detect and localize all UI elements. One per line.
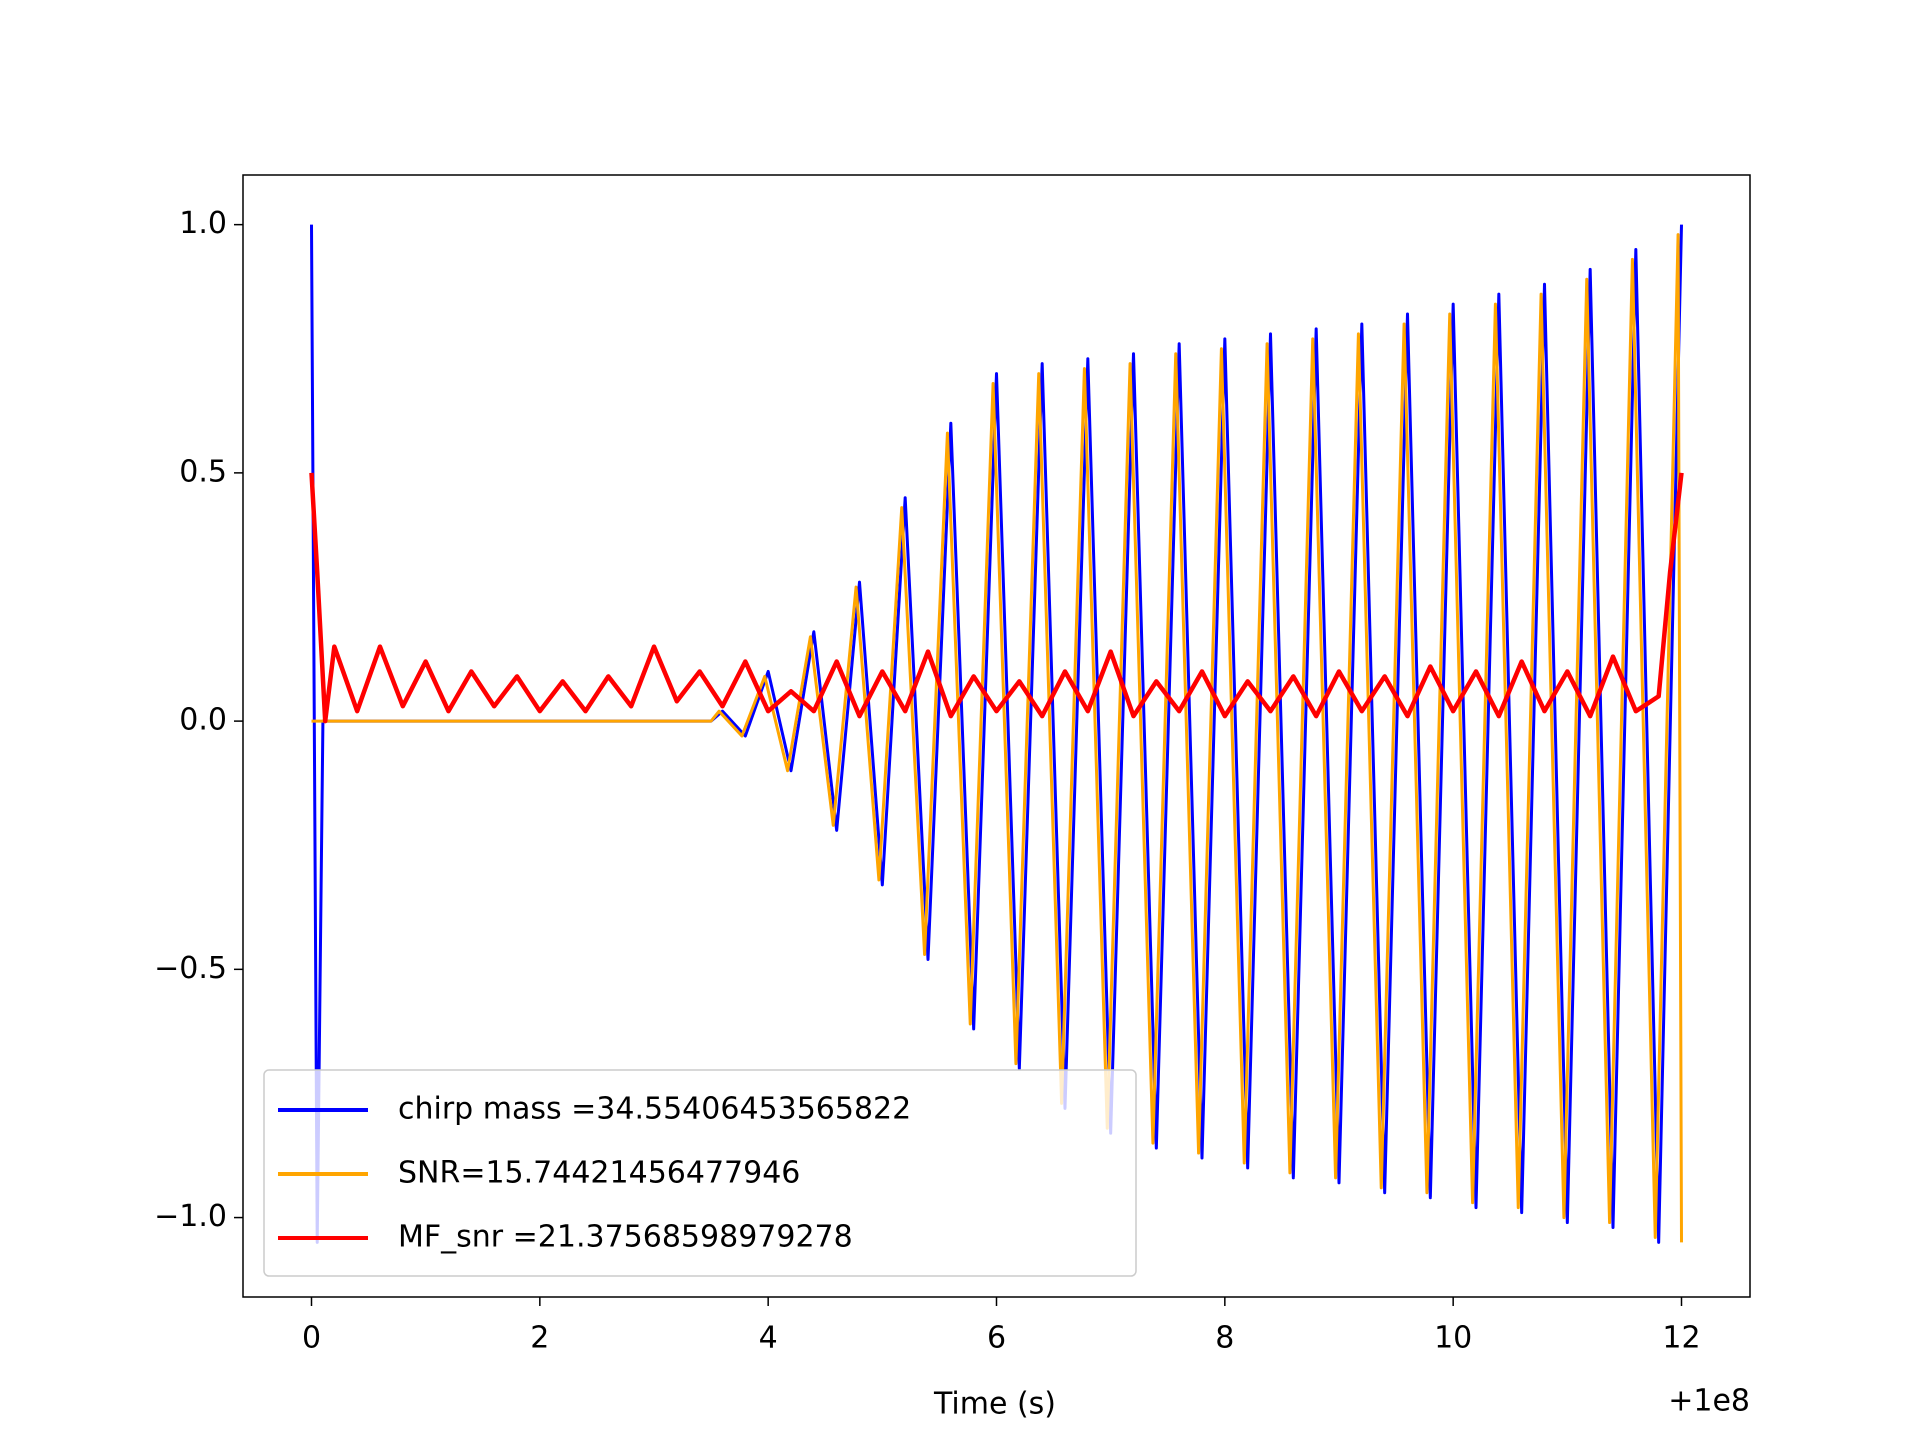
plot-area: [309, 224, 1684, 1244]
series-line: [310, 224, 1683, 1244]
series-line: [309, 472, 1684, 724]
x-tick-label: 0: [302, 1321, 321, 1356]
x-tick-label: 4: [759, 1321, 778, 1356]
y-tick-label: 0.5: [179, 454, 227, 489]
x-tick-label: 12: [1662, 1321, 1700, 1356]
x-tick-label: 8: [1215, 1321, 1234, 1356]
y-tick-label: −0.5: [154, 951, 227, 986]
x-tick-label: 2: [530, 1321, 549, 1356]
legend-label: MF_snr =21.37568598979278: [398, 1220, 853, 1255]
x-offset-label: +1e8: [1668, 1384, 1750, 1419]
x-tick-label: 10: [1434, 1321, 1472, 1356]
y-tick-label: −1.0: [154, 1199, 227, 1234]
y-tick-label: 1.0: [179, 206, 227, 241]
legend-label: SNR=15.74421456477946: [398, 1156, 800, 1191]
y-tick-label: 0.0: [179, 703, 227, 738]
legend-label: chirp mass =34.55406453565822: [398, 1092, 911, 1127]
legend-box: [263, 1069, 1137, 1277]
series-line: [311, 233, 1683, 1243]
x-axis-label: Time (s): [933, 1387, 1056, 1422]
x-tick-label: 6: [987, 1321, 1006, 1356]
plot-frame: [242, 174, 1751, 1298]
